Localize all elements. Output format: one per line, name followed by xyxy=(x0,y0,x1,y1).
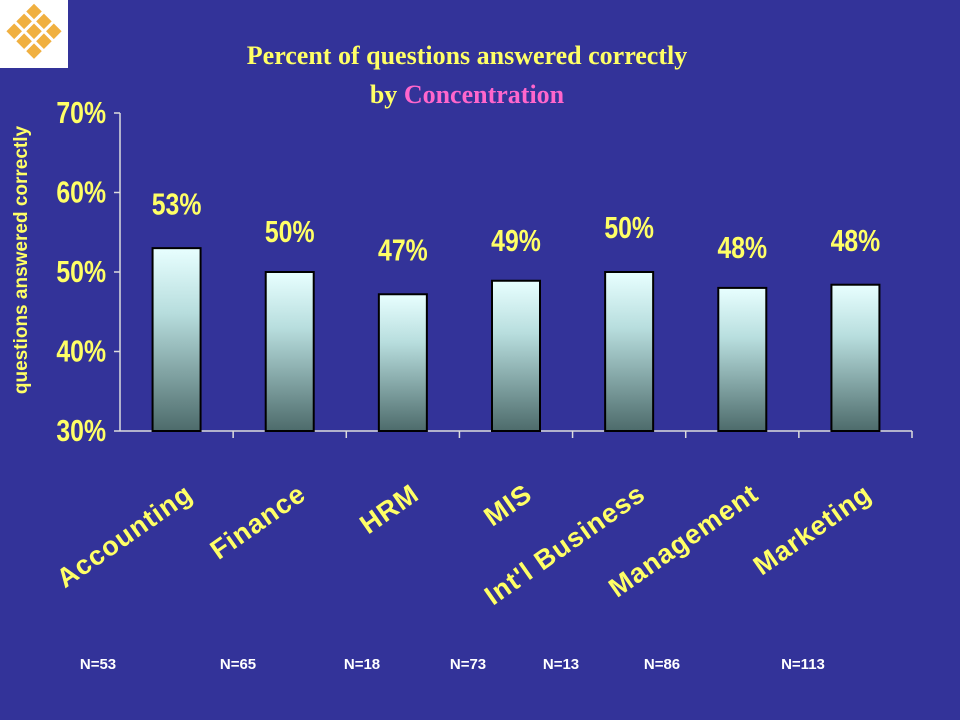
value-label: 49% xyxy=(491,223,541,257)
y-tick-label: 40% xyxy=(56,334,106,368)
sample-size: N=65 xyxy=(220,656,256,673)
bar xyxy=(830,283,881,432)
sample-size: N=53 xyxy=(80,656,116,673)
value-label: 48% xyxy=(831,223,881,257)
bar xyxy=(604,271,655,432)
chart-subtitle: by Concentration xyxy=(370,80,565,109)
bar xyxy=(377,293,428,433)
sample-size: N=86 xyxy=(644,656,680,673)
y-tick-label: 70% xyxy=(56,96,106,130)
sample-size: N=18 xyxy=(344,656,380,673)
y-tick-label: 30% xyxy=(56,414,106,448)
value-label: 53% xyxy=(152,187,202,221)
bar xyxy=(491,279,541,432)
chart-title: Percent of questions answered correctly xyxy=(247,41,687,70)
bar xyxy=(717,286,768,432)
value-label: 47% xyxy=(378,233,428,267)
value-label: 50% xyxy=(604,211,654,245)
y-tick-label: 50% xyxy=(56,255,106,289)
y-tick-label: 60% xyxy=(56,175,106,209)
title-highlight: Concentration xyxy=(404,80,565,109)
sample-size: N=113 xyxy=(781,656,825,673)
sample-size: N=73 xyxy=(450,656,486,673)
value-label: 50% xyxy=(265,215,315,249)
y-axis-label: questions answered correctly xyxy=(11,125,32,394)
bar xyxy=(151,247,202,432)
title-prefix: by xyxy=(370,80,397,109)
logo xyxy=(0,0,68,68)
value-label: 48% xyxy=(717,230,767,264)
sample-size: N=13 xyxy=(543,656,579,673)
bar xyxy=(264,271,315,432)
